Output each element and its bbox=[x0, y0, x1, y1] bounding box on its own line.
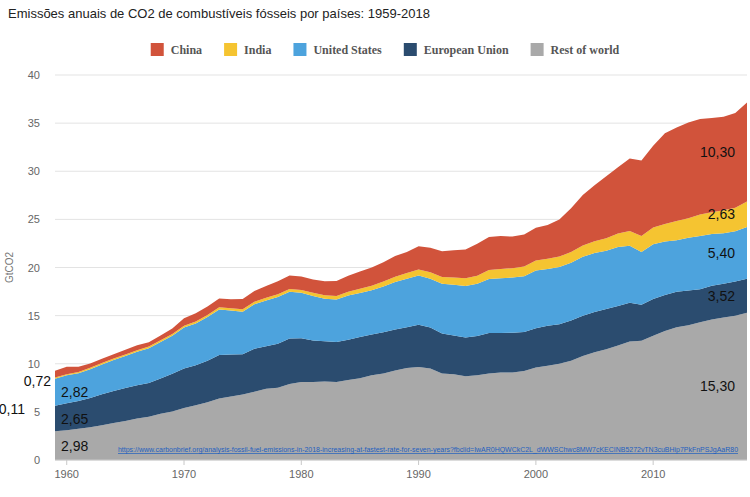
data-label: 2,82 bbox=[61, 384, 88, 400]
grid bbox=[55, 75, 747, 460]
y-tick-label: 10 bbox=[28, 358, 40, 370]
legend-swatch bbox=[151, 43, 164, 56]
y-tick-label: 15 bbox=[28, 310, 40, 322]
legend-swatch bbox=[224, 43, 237, 56]
y-tick-label: 0 bbox=[34, 454, 40, 466]
x-tick bbox=[653, 460, 654, 465]
chart-svg: Emissões anuais de CO2 de combustíveis f… bbox=[0, 0, 750, 497]
legend-item: European Union bbox=[404, 43, 509, 57]
grid-line bbox=[55, 75, 747, 76]
y-tick-label: 35 bbox=[28, 117, 40, 129]
y-axis-label: GtCO2 bbox=[4, 252, 15, 284]
y-tick-label: 30 bbox=[28, 165, 40, 177]
grid-line bbox=[55, 460, 747, 461]
legend-item: Rest of world bbox=[531, 43, 620, 57]
data-label: 3,52 bbox=[708, 288, 735, 304]
data-label: 5,40 bbox=[708, 245, 735, 261]
legend-swatch bbox=[293, 43, 306, 56]
source-link: https://www.carbonbrief.org/analysis-fos… bbox=[118, 446, 738, 454]
chart-container: Emissões anuais de CO2 de combustíveis f… bbox=[0, 0, 750, 497]
y-tick-label: 25 bbox=[28, 213, 40, 225]
areas bbox=[55, 102, 747, 460]
y-tick-label: 20 bbox=[28, 262, 40, 274]
legend-label: United States bbox=[313, 43, 382, 57]
x-tick-label: 1980 bbox=[289, 468, 313, 480]
legend-swatch bbox=[531, 43, 544, 56]
x-tick bbox=[184, 460, 185, 465]
x-axis-line bbox=[55, 460, 747, 461]
legend-item: India bbox=[224, 43, 271, 57]
data-label: 2,65 bbox=[61, 411, 88, 427]
chart-title: Emissões anuais de CO2 de combustíveis f… bbox=[8, 6, 430, 21]
legend-label: China bbox=[171, 43, 202, 57]
data-labels: 0,72 10,30 0,11 2,63 2,82 5,40 2,65 3,52 2,98 15,… bbox=[0, 144, 735, 454]
area-series bbox=[55, 227, 747, 406]
y-tick-label: 40 bbox=[28, 69, 40, 81]
data-label: 15,30 bbox=[700, 378, 735, 394]
legend: China India United States European Union Res… bbox=[151, 43, 620, 57]
x-tick-label: 2010 bbox=[641, 468, 665, 480]
legend-label: India bbox=[244, 43, 271, 57]
area-series bbox=[55, 102, 747, 377]
legend-swatch bbox=[404, 43, 417, 56]
x-tick bbox=[301, 460, 302, 465]
y-tick-label: 5 bbox=[34, 406, 40, 418]
grid-line bbox=[55, 123, 747, 124]
x-tick bbox=[66, 460, 67, 465]
legend-item: China bbox=[151, 43, 202, 57]
legend-item: United States bbox=[293, 43, 382, 57]
x-tick-label: 1970 bbox=[172, 468, 196, 480]
legend-label: Rest of world bbox=[551, 43, 620, 57]
x-tick bbox=[418, 460, 419, 465]
data-label: 0,11 bbox=[0, 401, 25, 417]
data-label: 2,98 bbox=[61, 438, 88, 454]
data-label: 2,63 bbox=[708, 206, 735, 222]
data-label: 0,72 bbox=[24, 373, 51, 389]
data-label: 10,30 bbox=[700, 144, 735, 160]
x-tick-label: 1960 bbox=[54, 468, 78, 480]
x-tick bbox=[535, 460, 536, 465]
x-tick-label: 2000 bbox=[524, 468, 548, 480]
x-tick-label: 1990 bbox=[406, 468, 430, 480]
legend-label: European Union bbox=[424, 43, 509, 57]
